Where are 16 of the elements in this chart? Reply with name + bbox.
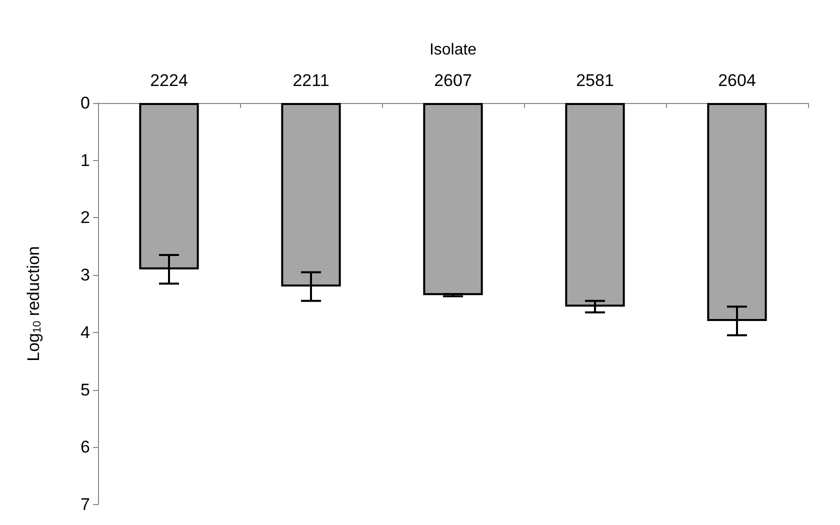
x-tick-label: 2607: [434, 71, 472, 90]
x-axis-title: Isolate: [429, 42, 477, 58]
y-tick-label: 5: [80, 380, 90, 400]
y-tick-label: 2: [80, 208, 90, 228]
y-tick-label: 0: [80, 94, 90, 112]
y-axis-title: Log10 reduction: [24, 246, 44, 362]
x-tick-label: 2211: [292, 71, 330, 90]
x-tick-label: 2224: [150, 71, 188, 90]
y-tick-label: 7: [80, 495, 90, 514]
bar: [423, 103, 483, 296]
x-tick-label: 2604: [718, 71, 756, 90]
y-tick-label: 4: [80, 322, 90, 342]
y-tick-label: 1: [80, 150, 90, 170]
y-tick-label: 3: [80, 266, 90, 285]
x-tick-label: 2581: [576, 71, 614, 90]
y-tick-label: 6: [80, 438, 90, 457]
